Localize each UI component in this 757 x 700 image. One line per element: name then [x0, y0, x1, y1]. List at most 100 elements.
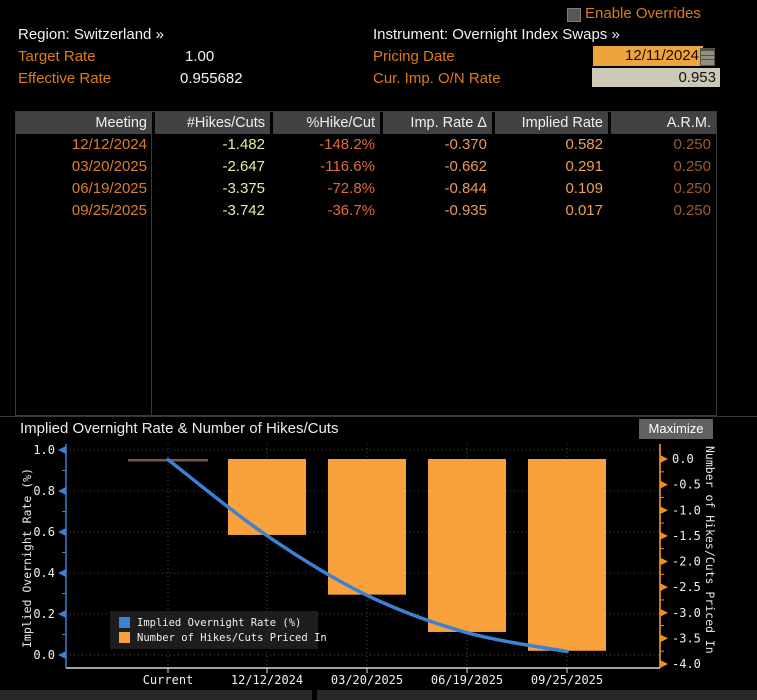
implied-rate-line: [166, 457, 569, 654]
table-cell: -72.8%: [327, 180, 375, 197]
bottom-panel-gap: [312, 690, 317, 700]
table-cell: 0.017: [565, 202, 603, 219]
legend-item-label: Number of Hikes/Cuts Priced In: [137, 631, 327, 644]
right-axis-tick-label: -3.0: [672, 606, 701, 620]
legend-item-label: Implied Overnight Rate (%): [137, 616, 302, 629]
target-rate-value: 1.00: [185, 48, 215, 65]
enable-overrides-checkbox[interactable]: [567, 8, 581, 22]
left-axis-tick: [58, 487, 66, 495]
right-axis-tick-label: -0.5: [672, 478, 701, 492]
meeting-row[interactable]: 06/19/2025 -3.375 -72.8% -0.844 0.109 0.250: [16, 178, 716, 200]
legend-swatch-implied-rate: [119, 617, 130, 628]
hikes-cuts-bar: [528, 459, 606, 651]
table-header-cell[interactable]: Meeting: [16, 112, 152, 134]
right-axis-tick-label: -2.0: [672, 555, 701, 569]
right-axis-tick: [660, 455, 668, 463]
section-divider: [0, 416, 757, 417]
left-axis-tick: [58, 610, 66, 618]
right-axis-tick-label: -4.0: [672, 657, 701, 671]
enable-overrides-label: Enable Overrides: [585, 5, 701, 22]
x-axis-label: 09/25/2025: [531, 673, 603, 687]
table-header-cell[interactable]: A.R.M.: [608, 112, 716, 134]
left-axis-tick-label: 0.4: [33, 566, 55, 580]
right-axis-tick: [660, 583, 668, 592]
table-cell: -3.742: [222, 202, 265, 219]
table-cell: -148.2%: [319, 136, 375, 153]
table-header-row: Meeting #Hikes/Cuts %Hike/Cut Imp. Rate Δ Im…: [16, 112, 716, 134]
left-axis-tick-label: 0.6: [33, 525, 55, 539]
right-axis-tick-label: -1.5: [672, 529, 701, 543]
implied-rate-chart: 1.0 0.8 0.6 0.4 0.2 0.0 0.0 -0.5 -1.0 -1.5 -2.0 -2.…: [33, 443, 701, 687]
cur-imp-on-rate-input[interactable]: 0.953: [592, 68, 720, 87]
pricing-date-input[interactable]: 12/11/2024: [593, 46, 703, 66]
x-axis-label: 03/20/2025: [331, 673, 403, 687]
table-cell: -0.370: [444, 136, 487, 153]
target-rate-label: Target Rate: [18, 48, 96, 65]
left-axis-tick: [58, 651, 66, 659]
bottom-panel-edge: [0, 690, 757, 700]
checkbox-icon[interactable]: [567, 8, 581, 22]
x-axis-label: 06/19/2025: [431, 673, 503, 687]
table-column-divider: [151, 133, 152, 416]
table-header-cell[interactable]: Imp. Rate Δ: [380, 112, 492, 134]
hikes-cuts-bar: [328, 459, 406, 595]
table-cell: 0.109: [565, 180, 603, 197]
legend-item: Implied Overnight Rate (%): [119, 615, 318, 630]
table-cell: 0.250: [673, 202, 711, 219]
table-cell: 06/19/2025: [71, 180, 147, 197]
left-axis-tick: [58, 446, 66, 454]
table-cell: -0.662: [444, 158, 487, 175]
right-axis-tick: [660, 660, 668, 668]
table-header-cell[interactable]: %Hike/Cut: [270, 112, 380, 134]
meeting-row[interactable]: 12/12/2024 -1.482 -148.2% -0.370 0.582 0.250: [16, 134, 716, 156]
right-axis-tick: [660, 506, 668, 515]
x-axis-label: 12/12/2024: [231, 673, 303, 687]
right-axis-tick: [660, 634, 668, 643]
left-axis-tick-label: 1.0: [33, 443, 55, 457]
table-cell: 0.250: [673, 180, 711, 197]
right-axis-tick: [660, 557, 668, 566]
x-axis-label: Current: [143, 673, 194, 687]
left-axis-tick: [58, 569, 66, 577]
left-axis-tick-label: 0.8: [33, 484, 55, 498]
hikes-cuts-bar: [228, 459, 306, 535]
right-axis-title: Number of Hikes/Cuts Priced In: [703, 446, 717, 654]
left-axis-title: Implied Overnight Rate (%): [20, 467, 34, 648]
table-cell: 09/25/2025: [71, 202, 147, 219]
right-axis-tick: [660, 480, 668, 489]
meeting-row[interactable]: 09/25/2025 -3.742 -36.7% -0.935 0.017 0.250: [16, 200, 716, 222]
region-selector[interactable]: Region: Switzerland »: [18, 26, 164, 43]
left-axis-tick: [58, 528, 66, 536]
right-axis-tick-label: 0.0: [672, 452, 694, 466]
calendar-icon[interactable]: [700, 48, 715, 66]
meeting-row[interactable]: 03/20/2025 -2.647 -116.6% -0.662 0.291 0.250: [16, 156, 716, 178]
table-cell: 0.582: [565, 136, 603, 153]
left-axis-tick-label: 0.2: [33, 607, 55, 621]
table-cell: 0.250: [673, 136, 711, 153]
meetings-table: Meeting #Hikes/Cuts %Hike/Cut Imp. Rate Δ Im…: [15, 111, 717, 416]
table-header-cell[interactable]: #Hikes/Cuts: [152, 112, 270, 134]
table-cell: 03/20/2025: [71, 158, 147, 175]
left-axis-tick-label: 0.0: [33, 648, 55, 662]
table-cell: -36.7%: [327, 202, 375, 219]
table-cell: 12/12/2024: [71, 136, 147, 153]
table-header-cell[interactable]: Implied Rate: [492, 112, 608, 134]
right-axis-tick-label: -2.5: [672, 580, 701, 594]
legend-swatch-hikes-cuts: [119, 632, 130, 643]
pricing-date-label: Pricing Date: [373, 48, 455, 65]
table-cell: 0.250: [673, 158, 711, 175]
right-axis-tick-label: -1.0: [672, 503, 701, 517]
cur-imp-on-rate-label: Cur. Imp. O/N Rate: [373, 70, 501, 87]
legend-item: Number of Hikes/Cuts Priced In: [119, 630, 327, 645]
effective-rate-value: 0.955682: [180, 70, 243, 87]
right-axis-tick-label: -3.5: [672, 631, 701, 645]
table-cell: -0.935: [444, 202, 487, 219]
instrument-selector[interactable]: Instrument: Overnight Index Swaps »: [373, 26, 620, 43]
maximize-button[interactable]: Maximize: [639, 419, 713, 439]
effective-rate-label: Effective Rate: [18, 70, 112, 87]
table-cell: -2.647: [222, 158, 265, 175]
table-cell: -116.6%: [320, 158, 375, 175]
chart-legend: Implied Overnight Rate (%) Number of Hike…: [110, 611, 327, 649]
table-cell: 0.291: [565, 158, 603, 175]
